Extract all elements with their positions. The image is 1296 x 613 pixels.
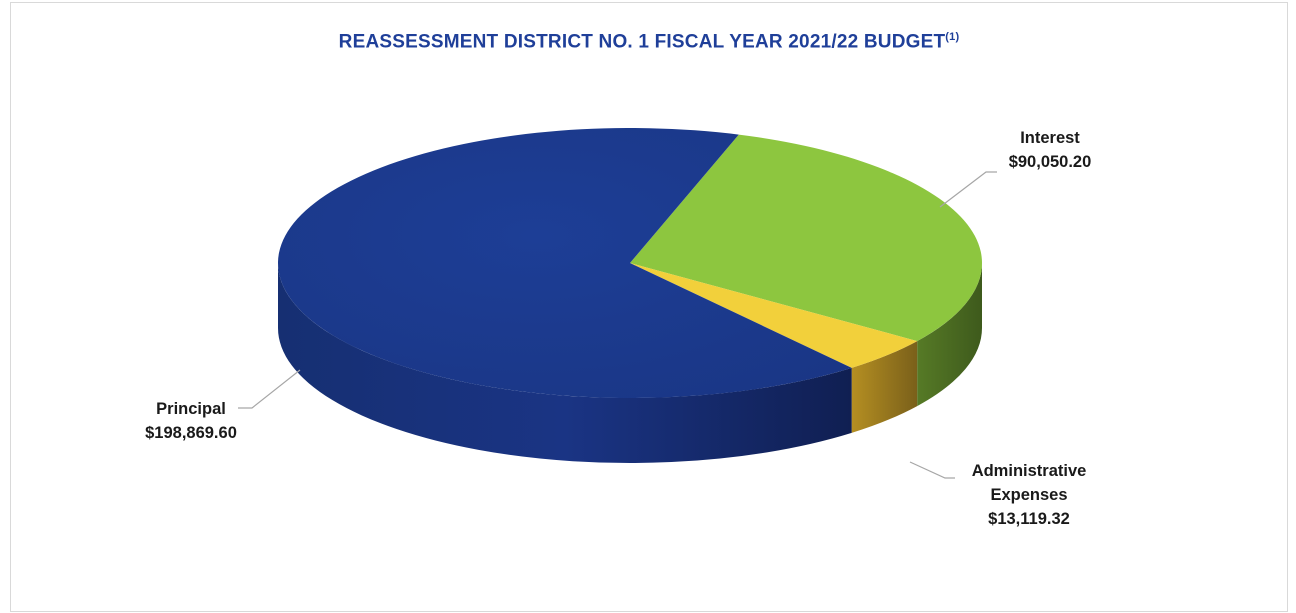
pie-slice-interest [630, 134, 983, 342]
administrative-expenses-name-label: Administrative [972, 462, 1087, 480]
pie-slice-principal [277, 127, 852, 398]
pie-slice-administrative-expenses [630, 263, 918, 368]
interest-name-label: Interest [1020, 129, 1080, 147]
pie-side-principal [278, 263, 852, 463]
leader-line-principal [238, 369, 301, 409]
leader-line-administrative-expenses [909, 461, 955, 479]
title-footnote: (1) [945, 31, 960, 43]
chart-title: REASSESSMENT DISTRICT NO. 1 FISCAL YEAR … [338, 31, 960, 53]
administrative-expenses-value-label: $13,119.32 [988, 510, 1070, 528]
principal-value-label: $198,869.60 [145, 424, 237, 442]
leader-line-interest [939, 171, 997, 208]
principal-name-label: Principal [156, 400, 226, 418]
pie-side-interest [917, 263, 982, 407]
pie-side-administrative-expenses [851, 341, 918, 433]
administrative-expenses-name-label: Expenses [990, 486, 1067, 504]
interest-value-label: $90,050.20 [1009, 153, 1092, 171]
